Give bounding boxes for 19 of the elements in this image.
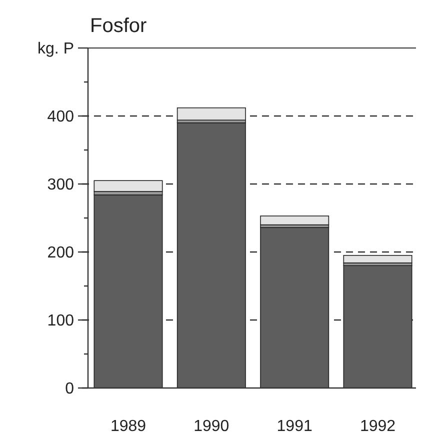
y-tick-label: kg. P [38, 40, 74, 58]
bar [343, 265, 412, 388]
bar [260, 227, 330, 388]
bar [176, 122, 246, 388]
y-tick-label: 400 [47, 108, 74, 126]
x-tick-label: 1991 [276, 418, 312, 435]
bar [94, 180, 163, 192]
y-tick-label: 100 [47, 312, 74, 330]
bar [260, 216, 330, 226]
x-tick-label: 1992 [360, 418, 396, 435]
bar [94, 194, 163, 388]
bar [176, 107, 246, 120]
x-tick-label: 1990 [194, 418, 230, 435]
y-tick-label: 0 [65, 380, 74, 398]
y-tick-label: 300 [47, 176, 74, 194]
chart-title: Fosfor [90, 15, 148, 37]
y-tick-label: 200 [47, 244, 74, 262]
bar [343, 255, 412, 264]
x-tick-label: 1989 [110, 418, 146, 435]
